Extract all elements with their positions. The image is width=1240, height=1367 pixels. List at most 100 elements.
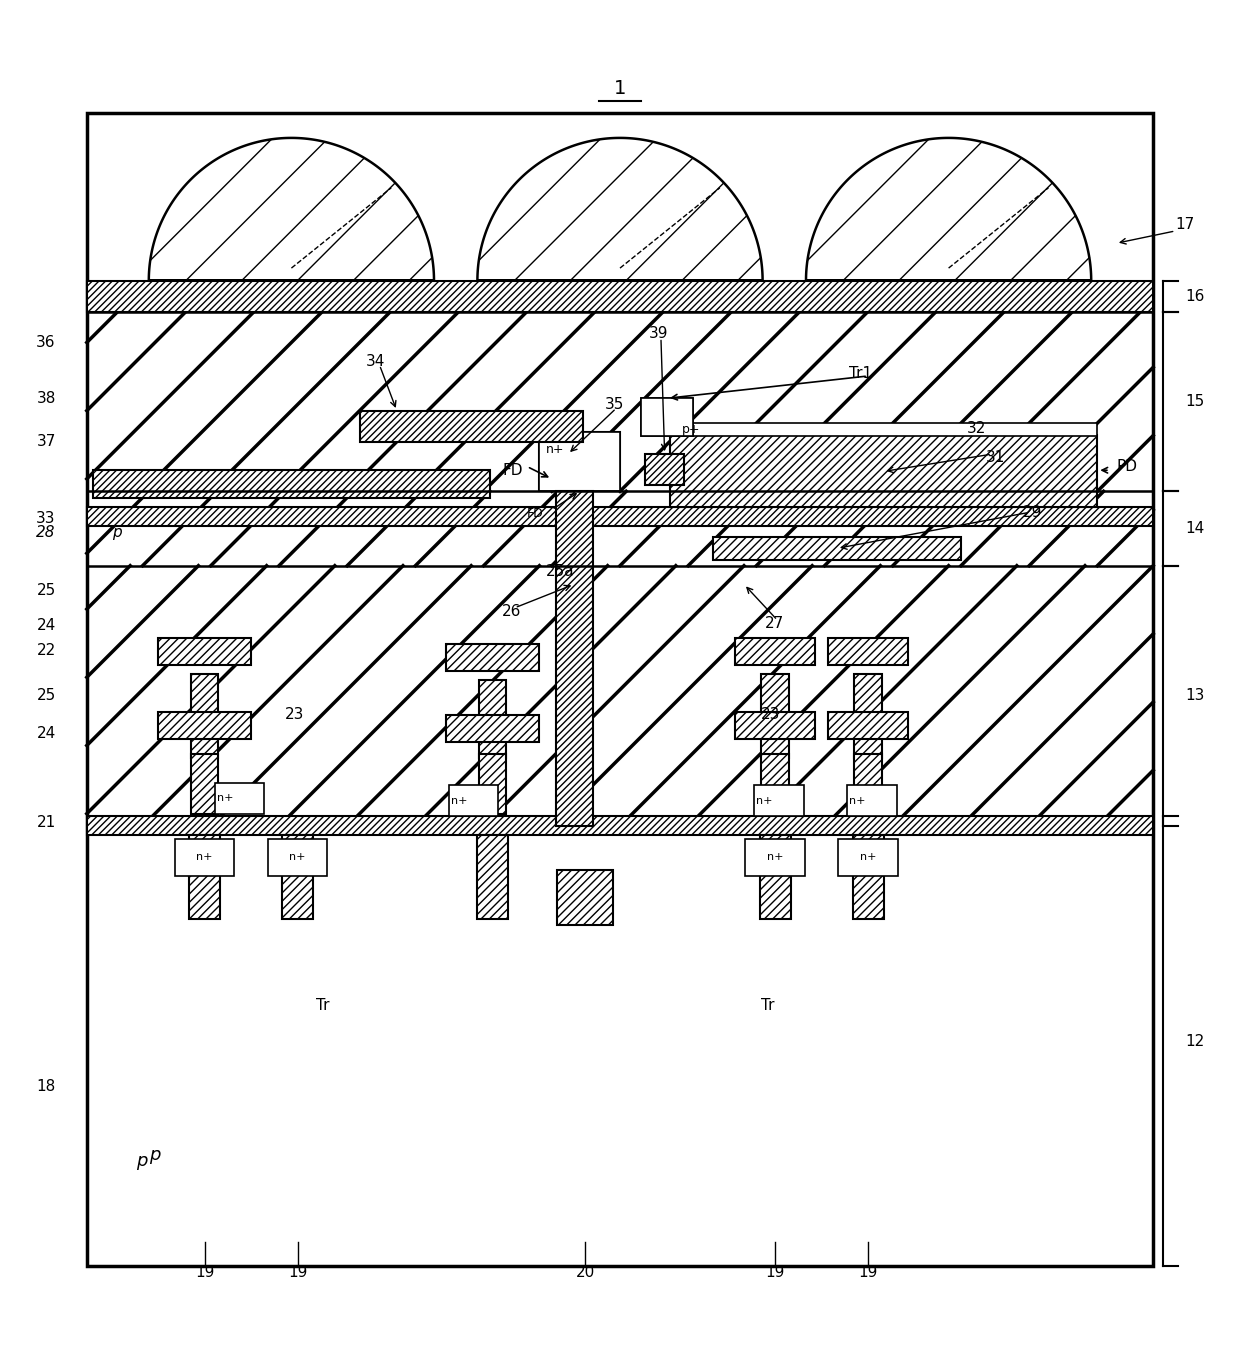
- Text: 35: 35: [605, 396, 625, 411]
- Text: 12: 12: [1185, 1033, 1205, 1048]
- Bar: [745, 838, 805, 876]
- Bar: [734, 712, 816, 740]
- Polygon shape: [149, 138, 434, 280]
- Text: 16: 16: [1185, 288, 1205, 303]
- Text: Tr: Tr: [761, 998, 775, 1013]
- Bar: [854, 755, 882, 813]
- Text: 19: 19: [288, 1264, 308, 1280]
- Text: PD: PD: [1116, 459, 1137, 474]
- Bar: [93, 470, 490, 498]
- Bar: [761, 674, 789, 757]
- Bar: [191, 674, 218, 757]
- Text: 19: 19: [858, 1264, 878, 1280]
- Text: 23: 23: [285, 707, 305, 722]
- Text: 21: 21: [36, 815, 56, 830]
- Bar: [713, 537, 961, 559]
- Text: 14: 14: [1185, 521, 1205, 536]
- Bar: [838, 838, 898, 876]
- Bar: [729, 541, 759, 550]
- Text: Tr1: Tr1: [849, 366, 873, 381]
- Bar: [734, 637, 816, 664]
- Bar: [761, 755, 789, 813]
- Bar: [539, 432, 620, 491]
- Text: n+: n+: [546, 443, 564, 455]
- Text: 25: 25: [36, 582, 56, 597]
- Bar: [159, 712, 250, 740]
- Text: 26: 26: [502, 604, 522, 619]
- Text: p+: p+: [682, 422, 701, 436]
- Text: n+: n+: [289, 852, 306, 863]
- Bar: [641, 398, 693, 436]
- Bar: [828, 712, 908, 740]
- Bar: [446, 644, 539, 671]
- Bar: [476, 835, 508, 919]
- Text: n+: n+: [849, 796, 866, 805]
- Bar: [539, 432, 620, 491]
- Bar: [828, 637, 908, 664]
- Text: 27: 27: [765, 617, 785, 632]
- Text: 1: 1: [614, 79, 626, 98]
- Text: 25a: 25a: [546, 565, 574, 580]
- Text: p: p: [149, 1146, 160, 1163]
- Text: FD: FD: [527, 507, 544, 519]
- Bar: [175, 838, 234, 876]
- Bar: [754, 785, 804, 816]
- Text: 17: 17: [1176, 217, 1195, 232]
- Bar: [191, 755, 218, 813]
- Text: 25: 25: [36, 689, 56, 704]
- Text: n+: n+: [859, 852, 877, 863]
- Bar: [188, 835, 221, 919]
- Text: Tr: Tr: [316, 998, 330, 1013]
- Text: 36: 36: [36, 335, 56, 350]
- Bar: [268, 838, 327, 876]
- Text: n+: n+: [217, 793, 233, 804]
- Bar: [446, 715, 539, 742]
- Bar: [87, 816, 1153, 835]
- Bar: [645, 454, 684, 485]
- Bar: [87, 113, 1153, 1266]
- Text: 39: 39: [649, 327, 668, 342]
- Text: 22: 22: [36, 642, 56, 658]
- Text: 38: 38: [36, 391, 56, 406]
- Text: 24: 24: [36, 618, 56, 633]
- Bar: [87, 280, 1153, 312]
- Bar: [479, 679, 506, 757]
- Text: 37: 37: [36, 435, 56, 450]
- Text: n+: n+: [766, 852, 784, 863]
- Bar: [449, 785, 498, 816]
- Bar: [159, 637, 250, 664]
- Text: 20: 20: [575, 1264, 595, 1280]
- Text: 19: 19: [765, 1264, 785, 1280]
- Bar: [87, 507, 1153, 526]
- Text: p: p: [112, 525, 122, 540]
- Text: n+: n+: [451, 796, 467, 805]
- Text: 24: 24: [36, 726, 56, 741]
- Bar: [853, 835, 883, 919]
- Bar: [670, 424, 1097, 436]
- Bar: [281, 835, 312, 919]
- Text: 18: 18: [36, 1079, 56, 1094]
- Text: FD: FD: [502, 462, 523, 477]
- Bar: [360, 410, 583, 442]
- Bar: [759, 835, 791, 919]
- Bar: [479, 755, 506, 813]
- Polygon shape: [806, 138, 1091, 280]
- Bar: [641, 398, 693, 436]
- Text: 15: 15: [1185, 394, 1205, 409]
- Text: 33: 33: [36, 511, 56, 526]
- Text: 13: 13: [1185, 689, 1205, 704]
- Bar: [556, 491, 593, 826]
- Text: 19: 19: [195, 1264, 215, 1280]
- Text: 29: 29: [1023, 504, 1043, 519]
- Bar: [854, 674, 882, 757]
- Polygon shape: [477, 138, 763, 280]
- Text: p: p: [136, 1152, 148, 1170]
- Text: 32: 32: [967, 421, 987, 436]
- Bar: [215, 783, 264, 813]
- Text: 28: 28: [36, 525, 56, 540]
- Bar: [670, 436, 1097, 507]
- Text: 31: 31: [986, 450, 1006, 465]
- Text: 23: 23: [761, 707, 781, 722]
- Text: n+: n+: [756, 796, 773, 805]
- Bar: [847, 785, 897, 816]
